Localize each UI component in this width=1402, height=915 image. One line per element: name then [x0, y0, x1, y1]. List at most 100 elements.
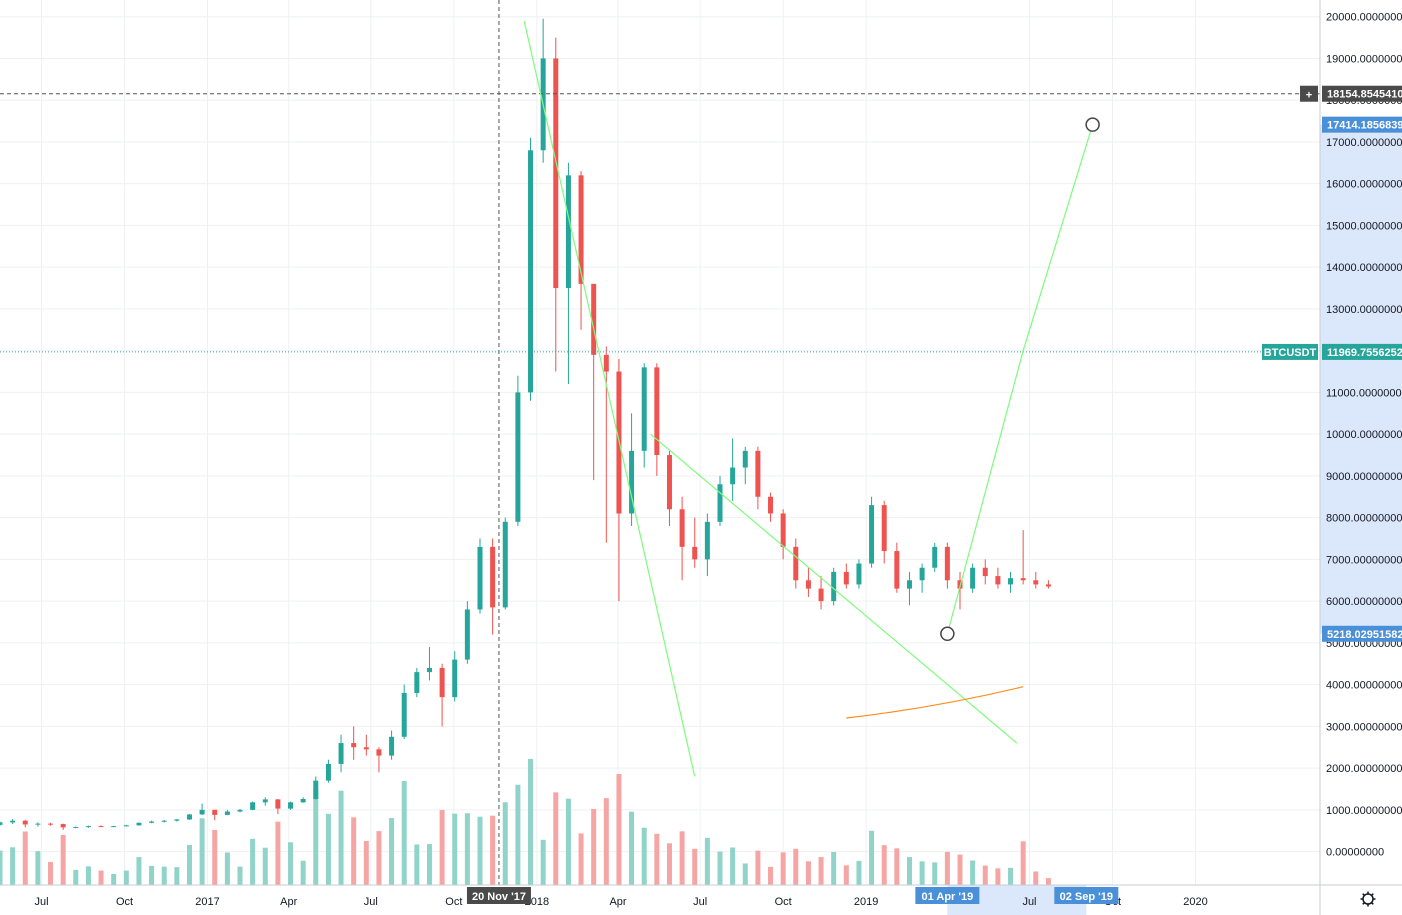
candle-body[interactable]	[186, 814, 192, 820]
candle-body[interactable]	[325, 763, 331, 781]
candle-body[interactable]	[300, 799, 306, 803]
candle-body[interactable]	[123, 825, 129, 827]
candle-body[interactable]	[111, 826, 117, 828]
candle-body[interactable]	[452, 659, 458, 698]
candle-body[interactable]	[288, 802, 294, 809]
anchor-point[interactable]	[940, 626, 955, 642]
volume-bar	[717, 851, 723, 885]
candle-body[interactable]	[363, 747, 369, 750]
volume-bar	[212, 830, 218, 885]
candle-body[interactable]	[199, 809, 205, 815]
candle-body[interactable]	[262, 799, 268, 803]
candle-body[interactable]	[174, 819, 180, 821]
candle-body[interactable]	[995, 576, 1001, 585]
candle-body[interactable]	[603, 354, 609, 372]
candle-body[interactable]	[843, 571, 849, 585]
candle-body[interactable]	[313, 780, 319, 800]
candle-body[interactable]	[275, 799, 281, 809]
trendline-breakout[interactable]	[946, 350, 1024, 634]
candle-body[interactable]	[944, 546, 950, 581]
candle-body[interactable]	[666, 455, 672, 510]
candle-body[interactable]	[136, 822, 142, 826]
candle-body[interactable]	[730, 467, 736, 485]
candle-body[interactable]	[439, 667, 445, 698]
candle-body[interactable]	[742, 450, 748, 468]
candle-body[interactable]	[351, 743, 357, 748]
candle-body[interactable]	[793, 546, 799, 581]
candle-body[interactable]	[894, 551, 900, 589]
candle-body[interactable]	[704, 521, 710, 560]
y-tick-label: 16000.00000000	[1326, 179, 1402, 191]
candle-body[interactable]	[426, 667, 432, 673]
candle-body[interactable]	[692, 546, 698, 560]
plus-icon[interactable]	[1300, 85, 1318, 102]
candle-body[interactable]	[982, 567, 988, 577]
candle-body[interactable]	[149, 821, 155, 823]
candle-body[interactable]	[717, 484, 723, 522]
candle-body[interactable]	[856, 563, 862, 585]
candle-body[interactable]	[906, 580, 912, 589]
candle-body[interactable]	[629, 450, 635, 514]
candle-body[interactable]	[212, 809, 218, 815]
candle-body[interactable]	[1020, 578, 1026, 581]
candle-body[interactable]	[578, 175, 584, 284]
candle-body[interactable]	[477, 546, 483, 610]
candle-body[interactable]	[755, 450, 761, 497]
x-tick-label: Jul	[1022, 896, 1036, 908]
candle-body[interactable]	[22, 820, 28, 825]
candle-body[interactable]	[881, 505, 887, 552]
target-point[interactable]	[1085, 117, 1100, 132]
candle-body[interactable]	[565, 175, 571, 289]
candle-body[interactable]	[553, 58, 559, 289]
candle-body[interactable]	[528, 150, 534, 393]
candle-body[interactable]	[490, 546, 496, 608]
candle-body[interactable]	[85, 826, 91, 828]
candle-body[interactable]	[919, 567, 925, 581]
candle-body[interactable]	[768, 496, 774, 514]
candle-body[interactable]	[48, 823, 54, 825]
y-tick-label: 7000.00000000	[1326, 554, 1402, 566]
candle-body[interactable]	[679, 509, 685, 547]
candle-body[interactable]	[654, 367, 660, 456]
candle-body[interactable]	[831, 571, 837, 602]
candle-body[interactable]	[0, 822, 3, 825]
candle-body[interactable]	[805, 580, 811, 589]
trendline-projection[interactable]	[1022, 124, 1094, 351]
candle-body[interactable]	[641, 367, 647, 451]
drawings[interactable]	[0, 0, 1320, 885]
symbol-badge-text: BTCUSDT	[1264, 347, 1317, 359]
candle-body[interactable]	[1008, 578, 1014, 585]
trendline-steep[interactable]	[523, 20, 696, 777]
candle-body[interactable]	[161, 820, 167, 822]
volume-bar	[603, 798, 609, 885]
candle-body[interactable]	[401, 692, 407, 737]
candle-body[interactable]	[250, 802, 256, 810]
candle-body[interactable]	[389, 736, 395, 756]
candle-body[interactable]	[591, 283, 597, 355]
candle-body[interactable]	[932, 546, 938, 568]
candle-body[interactable]	[60, 824, 66, 828]
candle-body[interactable]	[35, 823, 41, 825]
gear-icon[interactable]	[1360, 891, 1376, 907]
candle-body[interactable]	[414, 672, 420, 693]
x-tick-label: Oct	[775, 896, 792, 908]
candle-body[interactable]	[1045, 584, 1051, 587]
candle-body[interactable]	[464, 609, 470, 660]
candle-body[interactable]	[1033, 580, 1039, 585]
candlesticks[interactable]	[0, 18, 1051, 830]
candle-body[interactable]	[73, 826, 79, 828]
candle-body[interactable]	[970, 567, 976, 589]
candle-body[interactable]	[224, 811, 230, 815]
candle-body[interactable]	[376, 749, 382, 756]
candle-body[interactable]	[10, 820, 16, 823]
candle-body[interactable]	[502, 521, 508, 608]
candle-body[interactable]	[869, 505, 875, 564]
candle-body[interactable]	[780, 513, 786, 547]
candle-body[interactable]	[98, 826, 104, 828]
candle-body[interactable]	[515, 392, 521, 522]
candle-body[interactable]	[237, 809, 243, 812]
candle-body[interactable]	[818, 588, 824, 602]
trendline-descending[interactable]	[650, 433, 1018, 744]
candle-body[interactable]	[338, 743, 344, 764]
